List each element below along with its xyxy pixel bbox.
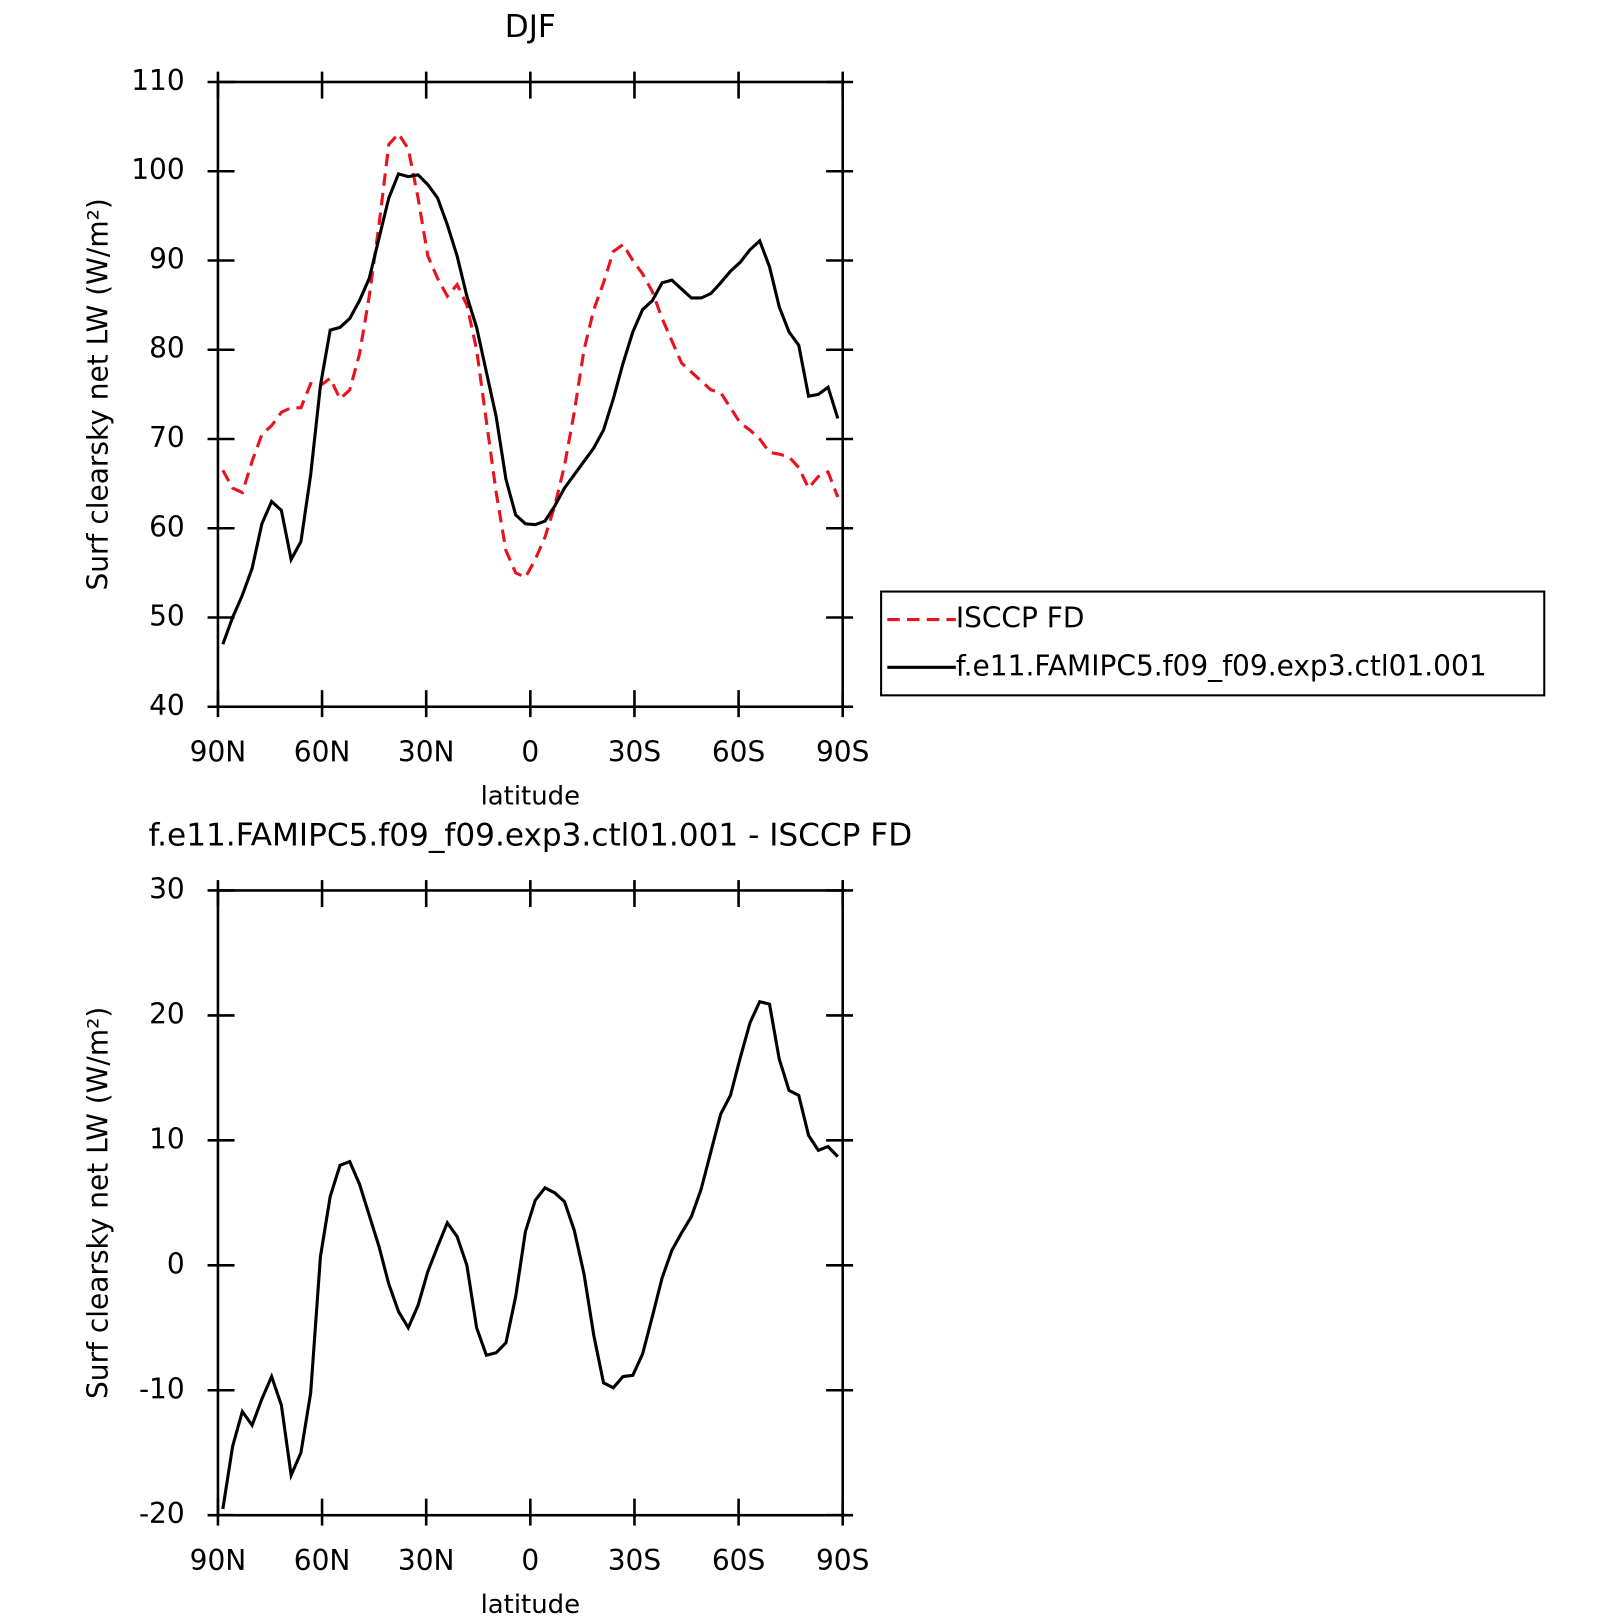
- plot-frame: [216, 889, 845, 1517]
- y-tick-label: 60: [149, 510, 185, 543]
- x-tick-label: 30N: [398, 735, 455, 768]
- y-axis-label: Surf clearsky net LW (W/m²): [82, 1007, 115, 1399]
- x-tick-label: 60S: [712, 1544, 765, 1577]
- x-tick-label: 60S: [712, 735, 765, 768]
- x-tick-label: 60N: [294, 735, 351, 768]
- x-tick-label: 30S: [608, 735, 661, 768]
- x-tick-label: 0: [521, 1544, 539, 1577]
- chart-title: f.e11.FAMIPC5.f09_f09.exp3.ctl01.001 - I…: [148, 817, 912, 853]
- y-tick-label: 30: [149, 872, 185, 905]
- y-tick-label: 70: [149, 421, 185, 454]
- series-line: [221, 999, 839, 1510]
- series-line: [221, 131, 840, 580]
- legend-label: f.e11.FAMIPC5.f09_f09.exp3.ctl01.001: [956, 649, 1487, 682]
- x-tick-label: 90N: [190, 735, 247, 768]
- legend-box: [880, 590, 1546, 697]
- x-tick-label: 90S: [816, 1544, 869, 1577]
- y-axis-label: Surf clearsky net LW (W/m²): [82, 198, 115, 590]
- series-line: [221, 172, 840, 645]
- x-tick-label: 30S: [608, 1544, 661, 1577]
- x-tick-label: 30N: [398, 1544, 455, 1577]
- x-tick-label: 60N: [294, 1544, 351, 1577]
- y-tick-label: 10: [149, 1122, 185, 1155]
- y-tick-label: 100: [131, 153, 184, 186]
- y-tick-label: -20: [139, 1497, 185, 1530]
- x-axis-label: latitude: [481, 782, 581, 812]
- y-tick-label: 90: [149, 242, 185, 275]
- x-tick-label: 90N: [190, 1544, 247, 1577]
- y-tick-label: 0: [167, 1247, 185, 1280]
- plot-frame: [216, 80, 845, 709]
- y-tick-label: 20: [149, 997, 185, 1030]
- y-tick-label: 40: [149, 689, 185, 722]
- x-axis-label: latitude: [481, 1590, 581, 1619]
- y-tick-label: 110: [131, 64, 184, 97]
- chart-title: DJF: [505, 9, 556, 45]
- y-tick-label: 80: [149, 332, 185, 365]
- y-tick-label: 50: [149, 600, 185, 633]
- x-tick-label: 0: [521, 735, 539, 768]
- legend-label: ISCCP FD: [956, 602, 1085, 635]
- x-tick-label: 90S: [816, 735, 869, 768]
- y-tick-label: -10: [139, 1372, 185, 1405]
